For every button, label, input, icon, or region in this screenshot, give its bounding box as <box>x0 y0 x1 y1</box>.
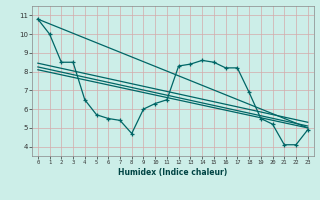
X-axis label: Humidex (Indice chaleur): Humidex (Indice chaleur) <box>118 168 228 177</box>
